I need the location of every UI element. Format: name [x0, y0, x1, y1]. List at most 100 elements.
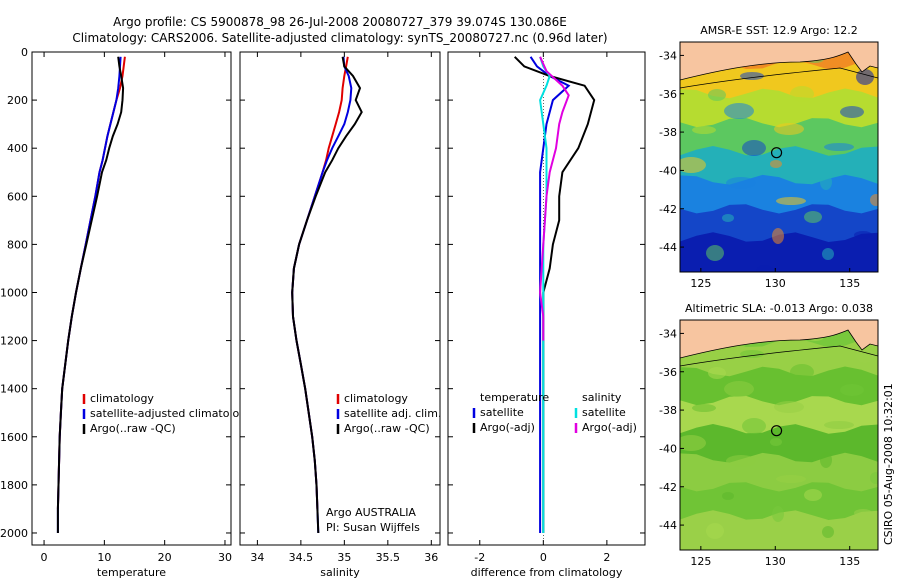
- y-tick-label: 1600: [0, 431, 28, 444]
- y-tick-label: 2000: [0, 527, 28, 540]
- map-y-tick-label: -36: [659, 366, 677, 379]
- y-tick-label: 0: [21, 46, 28, 59]
- texture-blob: [790, 86, 814, 102]
- map-y-tick-label: -40: [659, 164, 677, 177]
- texture-blob: [756, 543, 774, 550]
- x-tick-label: 0: [41, 551, 48, 564]
- texture-blob: [776, 475, 806, 483]
- texture-blob: [772, 228, 784, 244]
- land-mass: [680, 320, 878, 359]
- legend-entry-0: climatology: [90, 392, 154, 405]
- texture-blob: [706, 245, 724, 261]
- plot-frame: [31, 51, 232, 546]
- map-x-tick-label: 135: [839, 555, 860, 568]
- texture-blob: [756, 265, 774, 272]
- legend-header-temperature: temperature: [480, 391, 549, 404]
- map-y-tick-label: -44: [659, 241, 677, 254]
- map-field: [680, 320, 878, 550]
- texture-blob: [774, 123, 804, 135]
- texture-blob: [854, 509, 872, 517]
- texture-blob: [840, 106, 864, 118]
- texture-blob: [770, 438, 782, 446]
- series-line-3: [539, 56, 570, 341]
- y-tick-label: 800: [7, 238, 28, 251]
- legend-temp-argo: Argo(-adj): [480, 421, 535, 434]
- series-line-2: [56, 56, 125, 533]
- texture-blob: [770, 160, 782, 168]
- plot-frame: [239, 51, 441, 546]
- temperature-panel: 0 10 20 30 temperature 0 200 400 600 800 1000 1200 1…: [0, 46, 253, 579]
- legend-entry-2: Argo(..raw -QC): [344, 422, 430, 435]
- argo-location-marker: [770, 147, 783, 159]
- map-y-tick-label: -34: [659, 327, 677, 340]
- texture-blob: [824, 143, 854, 151]
- texture-blob: [804, 489, 822, 501]
- map-y-tick-label: -38: [659, 126, 677, 139]
- map-y-tick-label: -38: [659, 404, 677, 417]
- legend-entry-0: climatology: [344, 392, 408, 405]
- texture-blob: [856, 69, 874, 85]
- x-tick-label: 34.5: [289, 551, 314, 564]
- y-tick-label: 400: [7, 142, 28, 155]
- texture-blob: [722, 492, 734, 500]
- texture-blob: [680, 435, 706, 451]
- sst-map-panel: AMSR-E SST: 12.9 Argo: 12.2 125 130 135 -34 -…: [659, 24, 879, 290]
- figure-title-line1: Argo profile: CS 5900878_98 26-Jul-2008 …: [113, 15, 567, 29]
- texture-blob: [820, 174, 832, 190]
- texture-blob: [740, 350, 764, 358]
- map-x-tick-label: 125: [690, 555, 711, 568]
- x-tick-label: 10: [97, 551, 111, 564]
- series-line-2: [291, 56, 363, 534]
- texture-blob: [726, 177, 756, 189]
- plot-frame: [447, 51, 646, 546]
- map-frame: [679, 319, 879, 551]
- texture-blob: [870, 194, 878, 206]
- texture-blob: [772, 506, 784, 522]
- series-line-0: [529, 56, 571, 533]
- texture-blob: [856, 347, 874, 363]
- map-x-tick-label: 125: [690, 277, 711, 290]
- x-axis-label: salinity: [320, 566, 360, 579]
- depth-contour: [680, 67, 878, 89]
- texture-blob: [820, 452, 832, 468]
- texture-blob: [870, 472, 878, 484]
- map-frame: [679, 41, 879, 273]
- texture-blob: [804, 211, 822, 223]
- y-tick-label: 1800: [0, 479, 28, 492]
- y-tick-label: 1400: [0, 383, 28, 396]
- y-tick-label: 600: [7, 190, 28, 203]
- texture-blob: [726, 455, 756, 467]
- legend-sal-satellite: satellite: [582, 406, 626, 419]
- x-tick-label: 34: [250, 551, 264, 564]
- texture-blob: [774, 401, 804, 413]
- legend-header-salinity: salinity: [582, 391, 622, 404]
- color-band-7: [680, 510, 878, 550]
- sla-map-panel: Altimetric SLA: -0.013 Argo: 0.038 125 130…: [659, 302, 879, 568]
- texture-blob: [822, 248, 834, 260]
- texture-blob: [680, 157, 706, 173]
- texture-blob: [708, 367, 726, 379]
- legend-temp-satellite: satellite: [480, 406, 524, 419]
- side-credit: CSIRO 05-Aug-2008 10:32:01: [882, 383, 895, 545]
- legend-entry-1: satellite adj. clim.: [344, 407, 441, 420]
- x-tick-label: 0: [540, 551, 547, 564]
- land-mass: [680, 42, 878, 81]
- legend-entry-1: satellite-adjusted climatology: [90, 407, 253, 420]
- texture-blob: [692, 126, 716, 134]
- texture-blob: [822, 526, 834, 538]
- texture-blob: [742, 140, 766, 156]
- texture-blob: [840, 384, 864, 396]
- map-x-tick-label: 130: [765, 555, 786, 568]
- legend-entry-2: Argo(..raw -QC): [90, 422, 176, 435]
- texture-blob: [776, 197, 806, 205]
- map-field: [680, 42, 878, 272]
- y-tick-label: 200: [7, 94, 28, 107]
- x-axis-label: temperature: [97, 566, 166, 579]
- annotation-line1: Argo AUSTRALIA: [326, 506, 416, 519]
- map-y-tick-label: -40: [659, 442, 677, 455]
- texture-blob: [790, 364, 814, 380]
- texture-blob: [724, 103, 754, 119]
- texture-blob: [722, 214, 734, 222]
- x-tick-label: 35: [337, 551, 351, 564]
